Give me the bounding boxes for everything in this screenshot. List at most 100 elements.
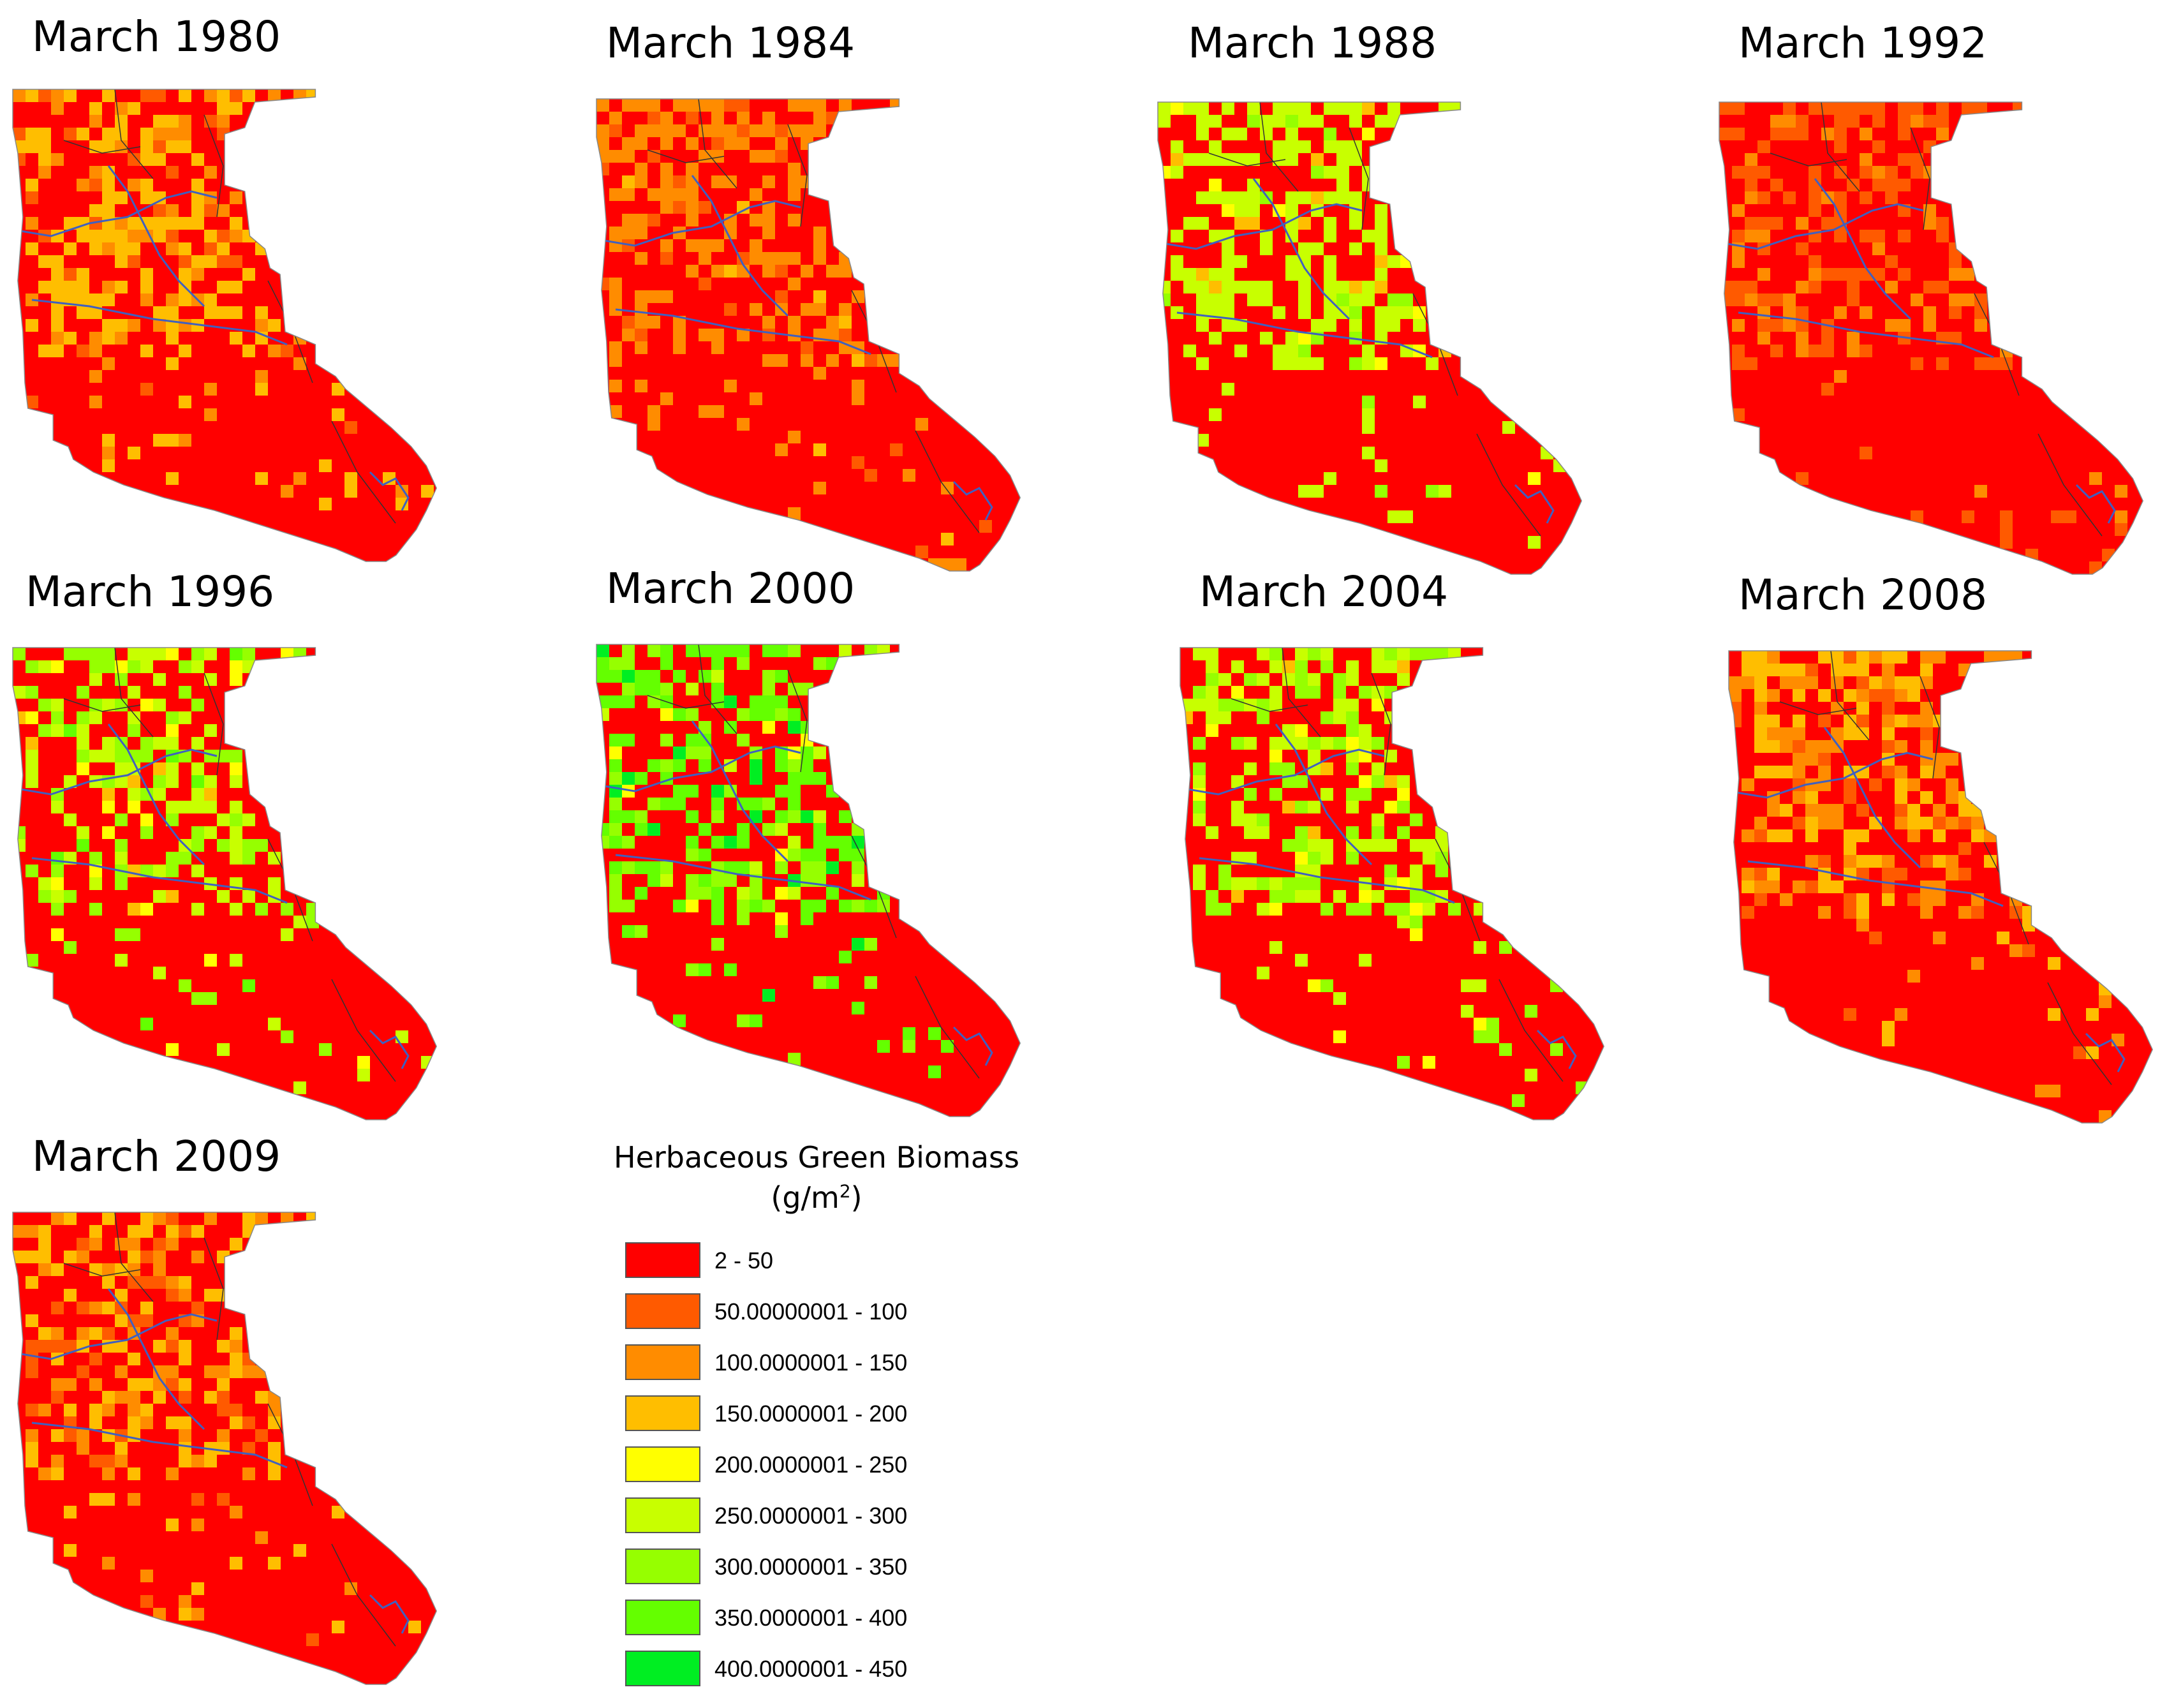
grid-cell bbox=[179, 801, 191, 813]
grid-cell bbox=[1295, 648, 1308, 660]
grid-cell bbox=[724, 785, 737, 798]
grid-cell bbox=[128, 686, 140, 699]
grid-cell bbox=[1269, 877, 1282, 890]
grid-cell bbox=[1962, 268, 1974, 281]
grid-cells bbox=[596, 644, 1021, 1117]
grid-cell bbox=[673, 341, 686, 354]
grid-cell bbox=[1349, 306, 1362, 319]
grid-cell bbox=[230, 839, 242, 852]
grid-cell bbox=[64, 648, 77, 660]
grid-cell bbox=[1831, 817, 1844, 829]
grid-cell bbox=[673, 798, 686, 810]
grid-cell bbox=[1387, 293, 1400, 306]
grid-cell bbox=[1397, 916, 1410, 928]
grid-cell bbox=[1346, 762, 1359, 775]
map-base bbox=[13, 89, 437, 561]
grid-cell bbox=[1920, 740, 1933, 753]
grid-cell bbox=[864, 469, 877, 482]
grid-cell bbox=[102, 1467, 115, 1480]
grid-cell bbox=[762, 124, 775, 137]
grid-cell bbox=[115, 332, 128, 345]
grid-cell bbox=[140, 750, 153, 762]
grid-cell bbox=[1780, 664, 1793, 676]
grid-cell bbox=[1269, 750, 1282, 762]
grid-cell bbox=[1273, 357, 1285, 370]
grid-cell bbox=[89, 1493, 102, 1506]
grid-cell bbox=[1958, 664, 1971, 676]
watershed-outline bbox=[1728, 650, 2154, 1124]
grid-cell bbox=[1308, 673, 1320, 686]
grid-cell bbox=[699, 963, 711, 976]
grid-cell bbox=[1793, 676, 1805, 689]
grid-cell bbox=[1196, 128, 1209, 140]
grid-cell bbox=[1860, 345, 1872, 357]
grid-cell bbox=[1818, 740, 1831, 753]
grid-cell bbox=[673, 124, 686, 137]
grid-cell bbox=[2048, 957, 2060, 970]
grid-cell bbox=[1196, 191, 1209, 204]
grid-cell bbox=[1805, 753, 1818, 766]
grid-cell bbox=[813, 99, 826, 112]
grid-cell bbox=[230, 954, 242, 967]
grid-cell bbox=[153, 153, 166, 166]
grid-cell bbox=[750, 252, 762, 265]
grid-cell bbox=[1295, 839, 1308, 852]
grid-cell bbox=[179, 979, 191, 992]
grid-cell bbox=[128, 1404, 140, 1416]
grid-cell bbox=[1298, 242, 1311, 255]
grid-cell bbox=[64, 1212, 77, 1225]
grid-cell bbox=[686, 112, 699, 124]
map-title: March 1992 bbox=[1738, 19, 1988, 68]
grid-cell bbox=[115, 877, 128, 890]
grid-cell bbox=[622, 695, 635, 708]
grid-cell bbox=[737, 734, 750, 746]
grid-cell bbox=[1780, 893, 1793, 906]
grid-cell bbox=[864, 976, 877, 989]
grid-cell bbox=[711, 644, 724, 657]
grid-cell bbox=[1295, 775, 1308, 788]
biomass-map bbox=[12, 647, 438, 1120]
grid-cell bbox=[1767, 740, 1780, 753]
grid-cell bbox=[609, 823, 622, 836]
grid-cell bbox=[153, 673, 166, 686]
grid-cell bbox=[852, 938, 864, 951]
grid-cell bbox=[268, 1391, 281, 1404]
grid-cell bbox=[1920, 817, 1933, 829]
grid-cell bbox=[191, 762, 204, 775]
grid-cell bbox=[102, 128, 115, 140]
grid-cell bbox=[51, 281, 64, 293]
grid-cell bbox=[647, 316, 660, 329]
legend-unit-superscript: 2 bbox=[839, 1180, 851, 1202]
grid-cell bbox=[1285, 204, 1298, 217]
grid-cell bbox=[191, 1582, 204, 1595]
grid-cell bbox=[217, 813, 230, 826]
map-base bbox=[596, 99, 1021, 571]
grid-cell bbox=[140, 865, 153, 877]
grid-cell bbox=[115, 191, 128, 204]
grid-cell bbox=[77, 686, 89, 699]
grid-cell bbox=[1320, 648, 1333, 660]
subbasin-boundary bbox=[1259, 102, 1299, 192]
grid-cell bbox=[166, 1289, 179, 1302]
grid-cell bbox=[762, 214, 775, 226]
grid-cell bbox=[179, 345, 191, 357]
grid-cell bbox=[1384, 660, 1397, 673]
grid-cell bbox=[166, 306, 179, 319]
grid-cell bbox=[1821, 268, 1834, 281]
grid-cell bbox=[89, 242, 102, 255]
grid-cell bbox=[1311, 115, 1324, 128]
grid-cell bbox=[1295, 865, 1308, 877]
grid-cell bbox=[1234, 255, 1247, 268]
grid-cell bbox=[1196, 319, 1209, 332]
legend-swatch bbox=[625, 1651, 700, 1686]
grid-cell bbox=[1285, 357, 1298, 370]
grid-cell bbox=[1298, 140, 1311, 153]
grid-cell bbox=[622, 683, 635, 695]
grid-cells bbox=[13, 648, 437, 1120]
grid-cell bbox=[775, 354, 788, 367]
grid-cell bbox=[1324, 166, 1336, 179]
grid-cell bbox=[26, 242, 38, 255]
grid-cell bbox=[1209, 115, 1222, 128]
grid-cell bbox=[813, 810, 826, 823]
grid-cell bbox=[1882, 766, 1895, 778]
